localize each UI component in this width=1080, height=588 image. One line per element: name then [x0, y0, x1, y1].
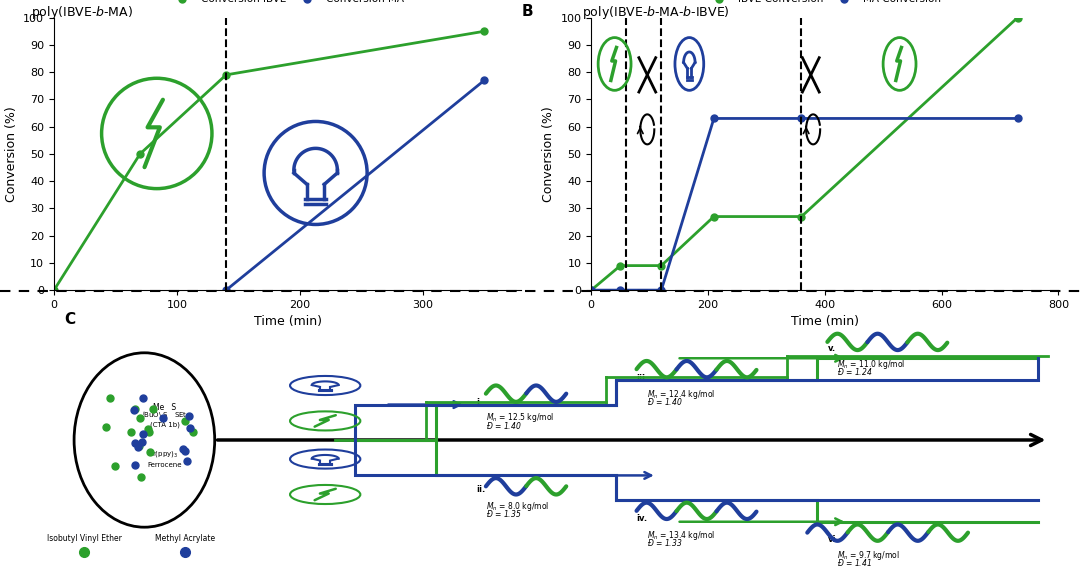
Text: poly(IBVE-$b$-MA-$b$-IBVE): poly(IBVE-$b$-MA-$b$-IBVE) [582, 4, 730, 21]
Conversion IBVE [219, 71, 232, 78]
X-axis label: Time (min): Time (min) [791, 315, 859, 329]
Text: B: B [522, 4, 532, 19]
Text: $Đ$ = 1.41: $Đ$ = 1.41 [837, 557, 873, 568]
Text: Methyl Acrylate: Methyl Acrylate [154, 533, 215, 543]
Text: (CTA 1b): (CTA 1b) [149, 422, 179, 428]
Line: IBVE Conversion: IBVE Conversion [588, 14, 1021, 293]
MA Conversion [795, 115, 808, 122]
Legend: IBVE Conversion, MA Conversion: IBVE Conversion, MA Conversion [704, 0, 945, 8]
MA Conversion [654, 286, 667, 293]
MA Conversion [707, 115, 720, 122]
Text: Isobutyl Vinyl Ether: Isobutyl Vinyl Ether [46, 533, 122, 543]
Conversion IBVE [134, 151, 147, 158]
Line: Conversion MA: Conversion MA [222, 77, 488, 293]
IBVE Conversion [707, 213, 720, 220]
IBVE Conversion [654, 262, 667, 269]
Text: iv.: iv. [636, 514, 648, 523]
X-axis label: Time (min): Time (min) [254, 315, 322, 329]
Text: $Đ$ = 1.40: $Đ$ = 1.40 [647, 396, 683, 407]
Text: $M_n$ = 12.5 kg/mol: $M_n$ = 12.5 kg/mol [486, 412, 554, 425]
Conversion MA [477, 77, 490, 84]
Y-axis label: Conversion (%): Conversion (%) [542, 106, 555, 202]
Line: MA Conversion: MA Conversion [588, 115, 1021, 293]
Y-axis label: Conversion (%): Conversion (%) [4, 106, 17, 202]
Conversion IBVE [48, 286, 60, 293]
Legend: Conversion IBVE, Conversion MA: Conversion IBVE, Conversion MA [167, 0, 408, 8]
Text: $^i$BuO$\backslash$ S   SEt: $^i$BuO$\backslash$ S SEt [141, 409, 187, 422]
MA Conversion [584, 286, 597, 293]
Conversion MA [219, 286, 232, 293]
Conversion IBVE [477, 28, 490, 35]
IBVE Conversion [795, 213, 808, 220]
Text: i.: i. [476, 398, 482, 407]
Text: ii.: ii. [476, 486, 485, 495]
MA Conversion [1011, 115, 1024, 122]
Text: $M_n$ = 8.0 kg/mol: $M_n$ = 8.0 kg/mol [486, 500, 550, 513]
Text: $Đ$ = 1.40: $Đ$ = 1.40 [486, 420, 522, 430]
Text: $Đ$ = 1.35: $Đ$ = 1.35 [486, 508, 522, 519]
Text: Me   S: Me S [153, 403, 176, 412]
Text: $M_n$ = 12.4 kg/mol: $M_n$ = 12.4 kg/mol [647, 388, 715, 401]
Text: $M_n$ = 11.0 kg/mol: $M_n$ = 11.0 kg/mol [837, 358, 906, 371]
IBVE Conversion [584, 286, 597, 293]
Text: C: C [64, 312, 76, 327]
Text: poly(IBVE-$b$-MA): poly(IBVE-$b$-MA) [30, 4, 133, 21]
Text: $M_n$ = 13.4 kg/mol: $M_n$ = 13.4 kg/mol [647, 529, 715, 542]
Line: Conversion IBVE: Conversion IBVE [51, 28, 488, 293]
Text: v.: v. [827, 344, 836, 353]
Text: vi.: vi. [827, 534, 839, 543]
Text: Ir(ppy)$_3$: Ir(ppy)$_3$ [150, 449, 178, 459]
IBVE Conversion [1011, 14, 1024, 21]
IBVE Conversion [613, 262, 626, 269]
Text: iii.: iii. [636, 374, 649, 383]
Text: $M_n$ = 9.7 kg/mol: $M_n$ = 9.7 kg/mol [837, 549, 901, 562]
MA Conversion [613, 286, 626, 293]
Text: Ferrocene: Ferrocene [147, 462, 181, 467]
Text: $Đ$ = 1.33: $Đ$ = 1.33 [647, 537, 683, 548]
Text: $Đ$ = 1.24: $Đ$ = 1.24 [837, 366, 873, 377]
